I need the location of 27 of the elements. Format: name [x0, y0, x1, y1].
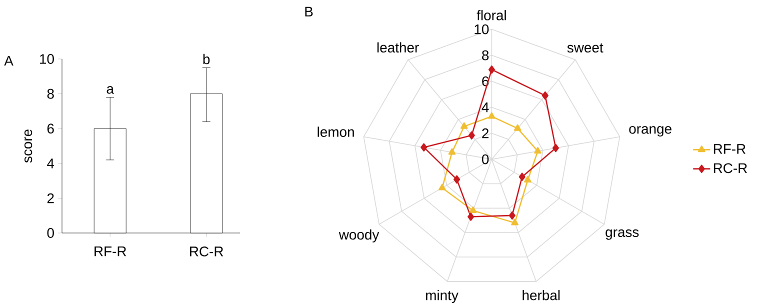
y-tick-label: 0 [482, 154, 489, 164]
legend-label: RC-R [714, 163, 747, 174]
y-axis-title: score [24, 130, 32, 163]
y-tick-label: 2 [47, 193, 54, 204]
y-tick-label: 4 [47, 158, 54, 168]
spoke-label: lemon [318, 126, 354, 137]
y-tick-label: 4 [482, 102, 489, 112]
spoke-label: sweet [567, 43, 604, 53]
y-tick-label: 10 [474, 24, 489, 34]
y-tick-label: 8 [482, 50, 489, 60]
spoke-label: orange [629, 126, 672, 137]
spoke-label: leather [377, 42, 419, 53]
y-tick-label: 10 [40, 54, 54, 64]
spoke-label: floral [476, 10, 506, 20]
spoke-label: woody [338, 229, 380, 242]
y-tick-label: 0 [47, 228, 54, 238]
spoke-label: herbal [522, 290, 560, 300]
annotation: b [203, 54, 210, 64]
chart-title: A [4, 56, 14, 66]
chart-title: B [305, 6, 313, 16]
spoke-label: grass [606, 229, 639, 240]
y-tick-label: 6 [47, 124, 54, 134]
legend-label: RF-R [714, 144, 746, 154]
annotation: a [106, 86, 114, 94]
spoke-label: minty [426, 290, 458, 303]
y-tick-label: 8 [47, 88, 54, 99]
y-tick-label: 2 [482, 128, 489, 138]
